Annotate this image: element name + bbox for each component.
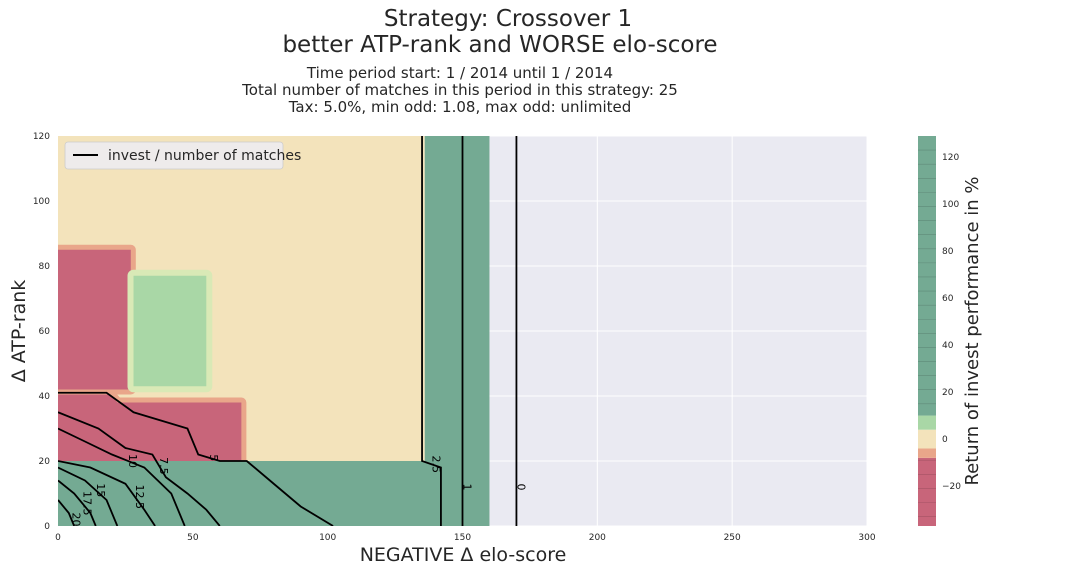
colorbar-label: Return of invest performance in % bbox=[962, 176, 983, 485]
contour-fill-regions bbox=[58, 136, 490, 526]
colorbar-band bbox=[918, 448, 936, 458]
y-tick-label: 40 bbox=[39, 392, 51, 402]
contour-label: 15 bbox=[94, 483, 107, 497]
contour-line-10 bbox=[58, 427, 186, 526]
colorbar-tick-label: 0 bbox=[942, 435, 948, 445]
contour-label: 2.5 bbox=[429, 456, 442, 474]
colorbar-band bbox=[918, 457, 936, 526]
x-tick-label: 150 bbox=[454, 533, 471, 543]
contour-line-12-5 bbox=[58, 460, 156, 526]
info-line-tax: Tax: 5.0%, min odd: 1.08, max odd: unlim… bbox=[288, 98, 632, 116]
contour-label: 10 bbox=[126, 454, 139, 468]
colorbar-band bbox=[918, 136, 936, 416]
region-strong-negative bbox=[58, 389, 242, 461]
info-line-period: Time period start: 1 / 2014 until 1 / 20… bbox=[306, 64, 613, 82]
x-tick-label: 200 bbox=[589, 533, 606, 543]
colorbar-tick-label: 100 bbox=[942, 200, 959, 210]
contour-line-17-5 bbox=[58, 479, 97, 526]
x-tick-label: 300 bbox=[858, 533, 875, 543]
y-axis-label: Δ ATP-rank bbox=[8, 280, 30, 383]
colorbar-band bbox=[918, 429, 936, 449]
legend: invest / number of matches bbox=[64, 141, 301, 170]
region-strong-negative bbox=[58, 249, 131, 390]
x-axis-label: NEGATIVE Δ elo-score bbox=[360, 544, 567, 566]
contour-line-20 bbox=[58, 499, 76, 526]
contour-label: 7.5 bbox=[157, 457, 170, 475]
region-strong-positive bbox=[424, 136, 490, 461]
chart-title: Strategy: Crossover 1 bbox=[384, 6, 632, 32]
contour-label: 0 bbox=[514, 484, 527, 491]
colorbar-tick-label: 60 bbox=[942, 294, 954, 304]
x-tick-label: 250 bbox=[724, 533, 741, 543]
contour-line-2-5 bbox=[421, 136, 442, 526]
legend-box bbox=[64, 141, 284, 170]
y-tick-label: 80 bbox=[39, 262, 51, 272]
info-line-matches: Total number of matches in this period i… bbox=[241, 81, 678, 99]
contour-label: 17.5 bbox=[80, 491, 93, 516]
contour-line-15 bbox=[58, 466, 119, 526]
contour-label: 5 bbox=[207, 454, 220, 461]
y-tick-label: 100 bbox=[33, 197, 50, 207]
colorbar-tick-label: 40 bbox=[942, 341, 954, 351]
colorbar-tick-label: 80 bbox=[942, 247, 954, 257]
contour-label: 1 bbox=[461, 484, 474, 491]
colorbar-ticks: −20 0 20 40 60 80 100 120 bbox=[942, 153, 961, 492]
contour-lines bbox=[58, 136, 518, 526]
colorbar-tick-label: 20 bbox=[942, 388, 954, 398]
contour-label: 20 bbox=[69, 513, 82, 527]
colorbar bbox=[918, 136, 936, 526]
y-axis-ticks: 0 20 40 60 80 100 120 bbox=[33, 132, 50, 532]
colorbar-tick-label: −20 bbox=[942, 482, 961, 492]
colorbar-tick-label: 120 bbox=[942, 153, 959, 163]
chart-subtitle: better ATP-rank and WORSE elo-score bbox=[282, 32, 717, 58]
y-tick-label: 0 bbox=[44, 522, 50, 532]
legend-label: invest / number of matches bbox=[108, 148, 301, 164]
region-strong-positive bbox=[58, 461, 490, 526]
y-tick-label: 120 bbox=[33, 132, 50, 142]
region-slightly-positive bbox=[133, 275, 207, 387]
y-tick-label: 60 bbox=[39, 327, 51, 337]
contour-label: 12.5 bbox=[133, 485, 146, 510]
y-tick-label: 20 bbox=[39, 457, 51, 467]
x-tick-label: 0 bbox=[55, 533, 61, 543]
contour-line-5 bbox=[58, 391, 334, 526]
x-axis-ticks: 0 50 100 150 200 250 300 bbox=[55, 533, 876, 543]
colorbar-band bbox=[918, 415, 936, 430]
x-tick-label: 100 bbox=[319, 533, 336, 543]
x-tick-label: 50 bbox=[187, 533, 199, 543]
contour-line-7-5 bbox=[58, 411, 221, 526]
